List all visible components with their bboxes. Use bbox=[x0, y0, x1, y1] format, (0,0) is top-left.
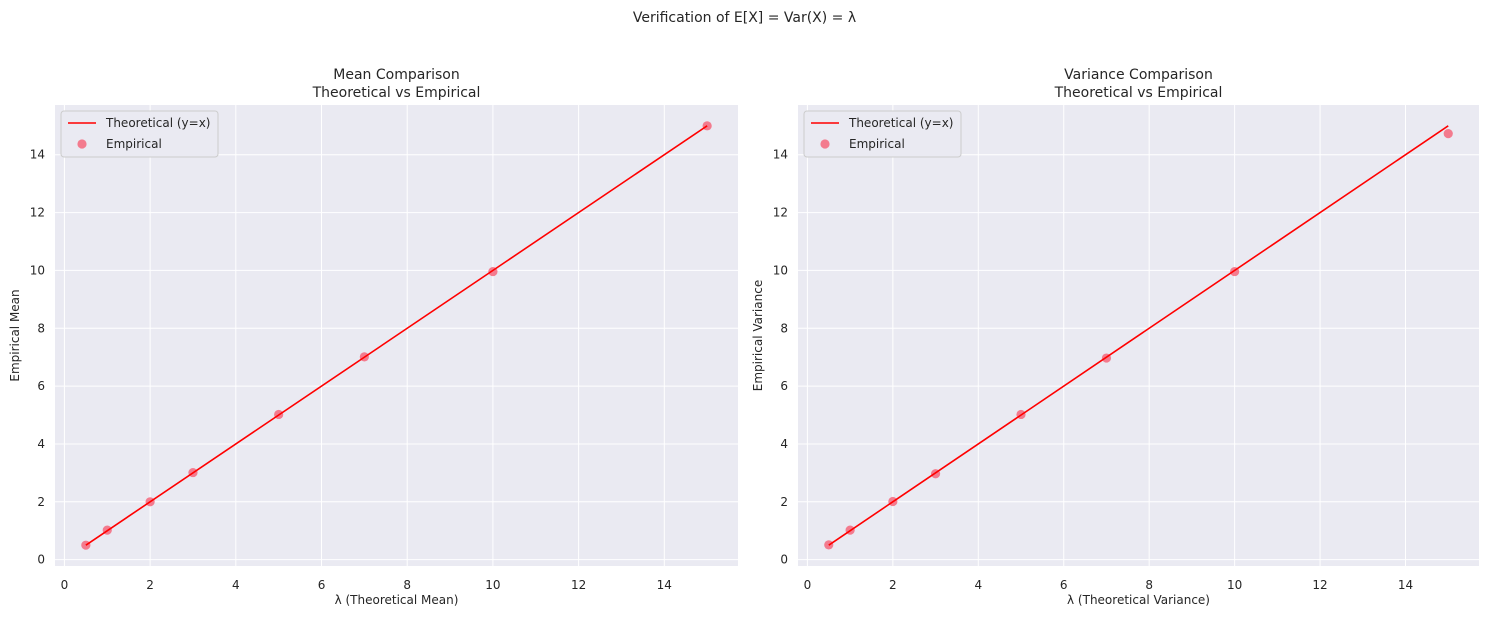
y-tick-label: 14 bbox=[30, 148, 45, 162]
y-tick-label: 2 bbox=[780, 495, 788, 509]
x-tick-label: 2 bbox=[889, 578, 897, 592]
chart-subtitle: Theoretical vs Empirical bbox=[312, 85, 481, 101]
y-tick-label: 4 bbox=[780, 437, 788, 451]
y-tick-label: 12 bbox=[773, 206, 788, 220]
y-tick-label: 12 bbox=[30, 206, 45, 220]
y-tick-label: 14 bbox=[773, 148, 788, 162]
data-point bbox=[1443, 129, 1453, 139]
y-tick-label: 6 bbox=[780, 379, 788, 393]
x-tick-label: 14 bbox=[657, 578, 672, 592]
legend: Theoretical (y=x) Empirical bbox=[803, 110, 962, 158]
x-tick-label: 8 bbox=[1145, 578, 1153, 592]
legend-marker-swatch bbox=[77, 139, 87, 149]
legend-label-theoretical: Theoretical (y=x) bbox=[105, 116, 210, 130]
y-tick-label: 4 bbox=[37, 437, 45, 451]
chart-title: Mean Comparison bbox=[333, 67, 459, 83]
x-tick-label: 10 bbox=[1227, 578, 1242, 592]
legend-label-empirical: Empirical bbox=[106, 137, 162, 151]
y-tick-label: 8 bbox=[780, 321, 788, 335]
chart-panel-1: 0 2 4 6 8 10 12 14 0 2 4 6 8 10 12 14 Mean Comparison The… bbox=[8, 67, 738, 607]
y-tick-label: 0 bbox=[780, 553, 788, 567]
x-tick-label: 0 bbox=[61, 578, 69, 592]
y-axis-label: Empirical Mean bbox=[8, 289, 22, 381]
figure-suptitle: Verification of E[X] = Var(X) = λ bbox=[633, 10, 856, 26]
x-tick-label: 12 bbox=[571, 578, 586, 592]
x-tick-label: 14 bbox=[1398, 578, 1413, 592]
y-tick-label: 0 bbox=[37, 553, 45, 567]
y-tick-label: 8 bbox=[37, 321, 45, 335]
chart-panel-2: 0 2 4 6 8 10 12 14 0 2 4 6 8 10 12 14 Variance Compariso… bbox=[751, 67, 1479, 607]
x-axis-label: λ (Theoretical Mean) bbox=[335, 593, 459, 607]
chart-subtitle: Theoretical vs Empirical bbox=[1054, 85, 1223, 101]
legend: Theoretical (y=x) Empirical bbox=[60, 110, 219, 158]
x-tick-label: 6 bbox=[318, 578, 326, 592]
x-tick-label: 0 bbox=[804, 578, 812, 592]
legend-box bbox=[60, 110, 219, 158]
theoretical-line bbox=[85, 125, 708, 546]
y-tick-label: 10 bbox=[30, 263, 45, 277]
x-tick-label: 12 bbox=[1312, 578, 1327, 592]
x-tick-label: 4 bbox=[974, 578, 982, 592]
x-tick-label: 4 bbox=[232, 578, 240, 592]
theoretical-line bbox=[828, 125, 1449, 546]
y-tick-label: 2 bbox=[37, 495, 45, 509]
x-tick-label: 6 bbox=[1060, 578, 1068, 592]
legend-label-empirical: Empirical bbox=[849, 137, 905, 151]
chart-title: Variance Comparison bbox=[1064, 67, 1213, 83]
legend-box bbox=[803, 110, 962, 158]
x-tick-label: 2 bbox=[146, 578, 154, 592]
y-tick-label: 10 bbox=[773, 263, 788, 277]
legend-label-theoretical: Theoretical (y=x) bbox=[848, 116, 953, 130]
y-axis-label: Empirical Variance bbox=[751, 280, 765, 391]
legend-marker-swatch bbox=[820, 139, 830, 149]
y-tick-label: 6 bbox=[37, 379, 45, 393]
x-axis-label: λ (Theoretical Variance) bbox=[1067, 593, 1210, 607]
x-tick-label: 8 bbox=[403, 578, 411, 592]
x-tick-label: 10 bbox=[485, 578, 500, 592]
data-point bbox=[81, 540, 91, 550]
